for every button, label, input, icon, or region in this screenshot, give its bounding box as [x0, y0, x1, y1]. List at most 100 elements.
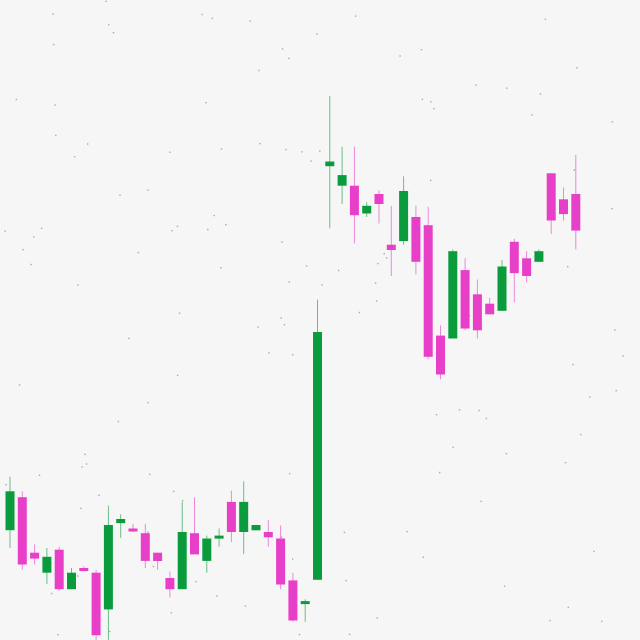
candle: [349, 146, 359, 244]
candles-group: [5, 96, 581, 640]
background-speck: [173, 490, 175, 493]
background-speck: [319, 150, 321, 152]
candle: [214, 528, 224, 547]
candle-body-bull: [534, 251, 544, 262]
candle-body-bull: [399, 191, 409, 242]
candle: [226, 490, 236, 543]
candle: [177, 501, 187, 590]
background-speck: [147, 531, 149, 533]
background-speck: [171, 230, 173, 232]
candle-body-bull: [239, 501, 249, 532]
candle-body-bull: [313, 332, 322, 580]
background-speck: [5, 484, 7, 486]
candle: [276, 525, 286, 590]
candle-body-bull: [251, 525, 261, 531]
background-speck: [475, 84, 477, 86]
background-speck: [249, 20, 251, 22]
background-specks: [4, 0, 624, 636]
candle: [263, 520, 273, 547]
background-speck: [268, 352, 270, 354]
background-speck: [220, 267, 222, 269]
background-speck: [288, 57, 290, 60]
background-speck: [225, 224, 227, 226]
candle: [116, 514, 126, 538]
candle-body-bear: [17, 497, 27, 565]
candle: [30, 544, 40, 565]
candle-body-bull: [42, 556, 52, 573]
candle: [42, 548, 52, 584]
background-speck: [77, 284, 79, 286]
background-speck: [505, 453, 508, 455]
background-speck: [152, 565, 155, 568]
background-speck: [421, 98, 424, 100]
candle: [140, 523, 150, 568]
background-speck: [57, 634, 59, 636]
candle: [54, 546, 64, 591]
background-speck: [258, 69, 260, 72]
candle: [423, 206, 433, 360]
background-speck: [531, 114, 533, 116]
candle-body-bear: [91, 572, 101, 636]
candle-body-bull: [448, 251, 458, 339]
background-speck: [430, 101, 432, 103]
background-speck: [84, 453, 86, 456]
background-speck: [399, 55, 401, 57]
candle-body-bear: [79, 568, 89, 571]
background-speck: [374, 282, 377, 284]
background-speck: [480, 500, 482, 503]
candle: [571, 155, 581, 250]
background-speck: [128, 337, 130, 340]
background-speck: [137, 251, 140, 254]
background-speck: [292, 354, 294, 356]
candle-body-bull: [5, 491, 15, 531]
candle-body-bear: [411, 217, 421, 262]
background-speck: [601, 620, 603, 623]
background-speck: [458, 409, 461, 411]
background-speck: [53, 43, 55, 46]
candle-body-bull: [103, 525, 113, 610]
background-speck: [170, 612, 173, 614]
candle: [436, 325, 445, 380]
background-speck: [281, 241, 283, 243]
background-speck: [22, 249, 24, 251]
background-speck: [622, 355, 624, 357]
candle-body-bull: [497, 266, 507, 311]
candle-body-bear: [571, 194, 581, 231]
candle-body-bear: [546, 173, 556, 221]
background-speck: [216, 595, 218, 597]
candle: [460, 258, 470, 331]
candle: [128, 523, 138, 532]
background-speck: [280, 536, 283, 538]
candle: [362, 202, 372, 217]
background-speck: [439, 471, 441, 474]
background-speck: [354, 15, 357, 17]
background-speck: [257, 326, 259, 328]
background-speck: [503, 585, 506, 587]
background-speck: [77, 575, 79, 577]
background-speck: [321, 284, 323, 286]
background-speck: [211, 17, 213, 19]
background-speck: [376, 617, 378, 619]
candle-body-bull: [67, 572, 76, 590]
candle: [559, 187, 568, 221]
background-speck: [338, 269, 340, 272]
background-speck: [15, 98, 17, 101]
background-speck: [105, 0, 107, 2]
background-speck: [30, 263, 32, 266]
candle-body-bear: [153, 552, 163, 561]
background-speck: [358, 311, 361, 314]
background-speck: [55, 134, 57, 137]
background-speck: [593, 550, 595, 553]
background-speck: [564, 462, 567, 464]
background-speck: [109, 630, 111, 633]
candle-body-bear: [128, 528, 138, 532]
background-speck: [478, 409, 480, 412]
candle-body-bull: [337, 175, 347, 186]
candle: [190, 497, 199, 555]
background-speck: [201, 13, 203, 16]
background-speck: [422, 556, 424, 558]
background-speck: [573, 169, 575, 171]
background-speck: [433, 107, 435, 110]
background-speck: [18, 384, 21, 386]
